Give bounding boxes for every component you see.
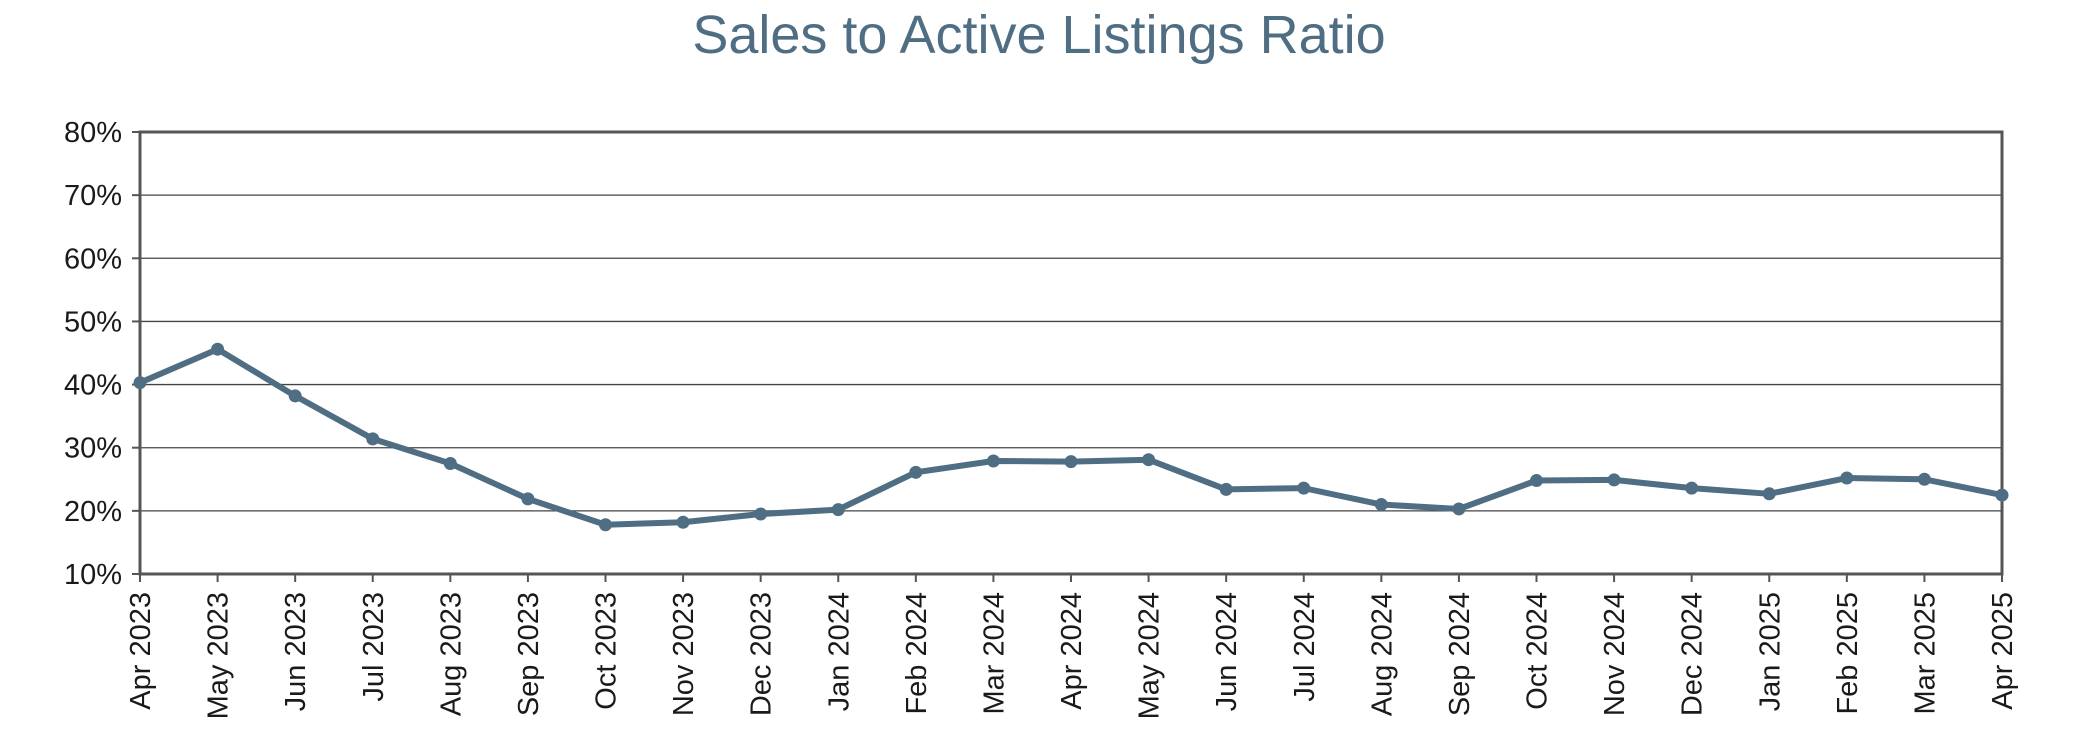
data-point xyxy=(1142,453,1156,467)
data-point xyxy=(986,454,1000,468)
x-tick-label: Mar 2025 xyxy=(1909,592,1941,715)
x-tick-label: Apr 2024 xyxy=(1056,592,1088,710)
data-point xyxy=(1917,472,1931,486)
x-tick-label: Oct 2023 xyxy=(591,592,623,710)
x-tick-label: Nov 2024 xyxy=(1599,592,1631,716)
chart-title: Sales to Active Listings Ratio xyxy=(692,5,1386,65)
series-line xyxy=(137,346,2005,528)
data-point xyxy=(1219,482,1233,496)
x-tick-label: Mar 2024 xyxy=(978,592,1010,715)
y-tick-label: 50% xyxy=(64,306,122,338)
data-point xyxy=(521,492,535,506)
data-point xyxy=(1762,487,1776,501)
x-axis-labels: Apr 2023 May 2023 Jun 2023 Jul 2023 Aug 2023… xyxy=(125,592,2019,719)
series-layer xyxy=(133,342,2009,532)
x-tick-label: Dec 2023 xyxy=(746,592,778,716)
data-point xyxy=(1995,488,2009,502)
x-tick-label: Jan 2025 xyxy=(1754,592,1786,711)
x-tick-label: Feb 2024 xyxy=(901,592,933,715)
x-tick-label: Sep 2023 xyxy=(513,592,545,716)
data-point xyxy=(1452,502,1466,516)
x-tick-label: Jan 2024 xyxy=(823,592,855,711)
data-point xyxy=(599,518,612,532)
y-tick-label: 60% xyxy=(64,243,122,275)
y-tick-label: 30% xyxy=(64,433,122,465)
x-tick-label: Jul 2023 xyxy=(358,592,390,702)
data-point xyxy=(754,507,768,521)
data-point xyxy=(288,389,302,403)
x-tick-label: Aug 2023 xyxy=(435,592,467,716)
y-tick-label: 80% xyxy=(64,117,122,149)
x-tick-label: May 2023 xyxy=(203,592,235,719)
x-tick-label: Dec 2024 xyxy=(1677,592,1709,716)
x-tick-label: Sep 2024 xyxy=(1444,592,1476,716)
data-point xyxy=(1840,471,1854,485)
x-tick-label: Jun 2023 xyxy=(280,592,312,711)
y-tick-label: 40% xyxy=(64,370,122,402)
data-point xyxy=(1530,474,1543,488)
data-point xyxy=(1064,455,1078,469)
y-tick-label: 20% xyxy=(64,496,122,528)
x-tick-label: Oct 2024 xyxy=(1522,592,1554,710)
x-tick-label: Nov 2023 xyxy=(668,592,700,716)
x-tick-label: Apr 2025 xyxy=(1987,592,2019,710)
x-tick-label: Jun 2024 xyxy=(1211,592,1243,711)
data-point xyxy=(443,457,457,470)
data-point xyxy=(909,465,923,479)
data-point xyxy=(1297,481,1311,495)
x-tick-label: Aug 2024 xyxy=(1366,592,1398,716)
data-point xyxy=(211,342,225,356)
y-tick-label: 70% xyxy=(64,180,122,212)
y-axis-labels: 10% 20% 30% 40% 50% 60% 70% 80% xyxy=(64,117,122,591)
data-point xyxy=(676,515,690,529)
x-tick-label: May 2024 xyxy=(1134,592,1166,719)
data-point xyxy=(1685,481,1699,495)
y-tick-label: 10% xyxy=(64,559,122,591)
data-point xyxy=(133,376,147,390)
data-point xyxy=(1607,473,1621,487)
x-tick-label: Jul 2024 xyxy=(1289,592,1321,702)
plot-frame xyxy=(138,130,2004,576)
x-tick-label: Feb 2025 xyxy=(1832,592,1864,715)
data-point xyxy=(1374,498,1388,512)
data-point xyxy=(831,503,845,517)
x-tick-label: Apr 2023 xyxy=(125,592,157,710)
grid-layer xyxy=(132,130,2004,582)
data-point xyxy=(366,432,380,446)
